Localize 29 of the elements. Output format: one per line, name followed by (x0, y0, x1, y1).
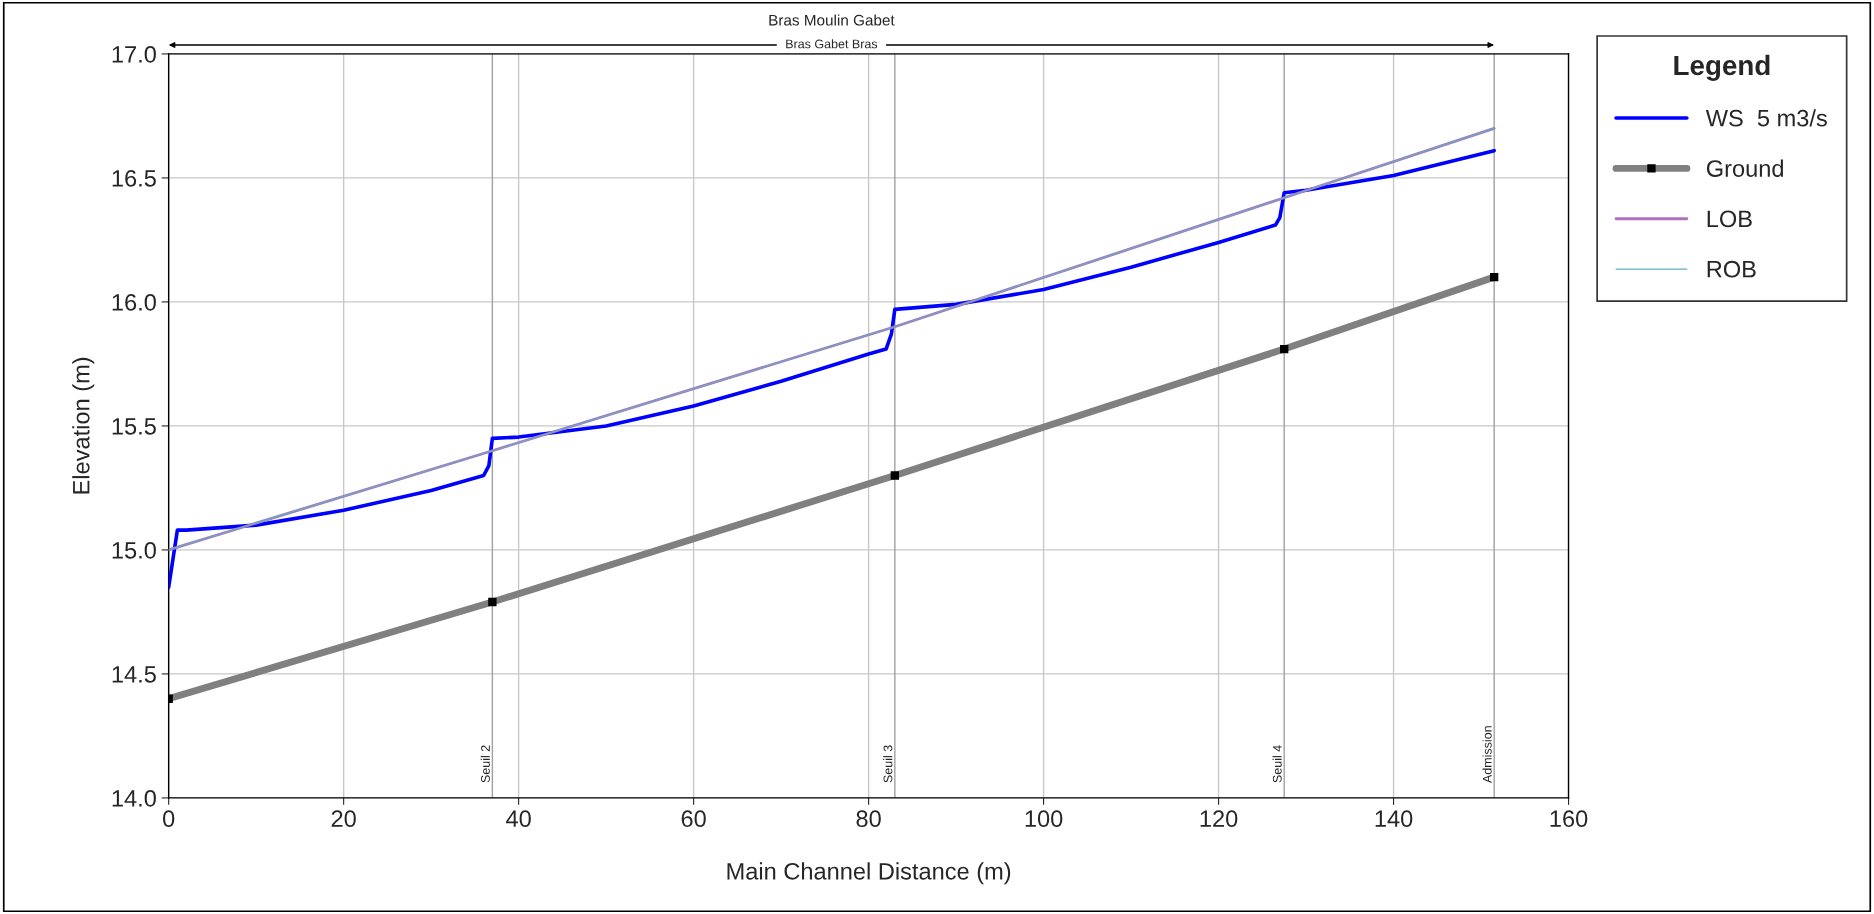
x-tick-label: 80 (856, 810, 881, 828)
y-tick-label: 15.5 (112, 418, 156, 435)
y-tick-label: 15.0 (112, 541, 156, 559)
y-tick-label: 16.0 (112, 293, 156, 311)
y-axis-title: Elevation (m) (72, 357, 95, 494)
text: Bras Gabet Bras (786, 39, 878, 49)
legend-title: Legend (1674, 54, 1770, 81)
x-tick-label: 140 (1375, 810, 1413, 828)
x-axis-title: Main Channel Distance (m) (727, 862, 1011, 885)
y-tick-label: 16.5 (112, 169, 156, 187)
x-tick-label: 0 (163, 810, 175, 828)
ref-line-label: Seuil 4 (1272, 745, 1282, 783)
x-tick-label: 20 (331, 810, 356, 828)
ref-line-label: Seuil 3 (883, 745, 893, 783)
y-tick-label: 17.0 (112, 45, 156, 63)
x-tick-label: 60 (681, 810, 706, 828)
x-tick-label: 100 (1025, 810, 1063, 828)
legend-label: ROB (1707, 260, 1756, 278)
ref-line-label: Seuil 2 (480, 745, 490, 783)
ref-line-label: Admission (1482, 726, 1492, 784)
legend-label: LOB (1707, 210, 1752, 228)
legend-label: WS 5 m3/s (1705, 109, 1827, 127)
x-tick-label: 160 (1550, 810, 1588, 828)
x-tick-label: 120 (1200, 810, 1238, 828)
x-tick-label: 40 (506, 810, 531, 828)
y-tick-label: 14.5 (112, 666, 156, 683)
chart-title: Bras Moulin Gabet (769, 14, 895, 26)
legend-label: Ground (1706, 159, 1783, 177)
y-tick-label: 14.0 (112, 789, 156, 807)
